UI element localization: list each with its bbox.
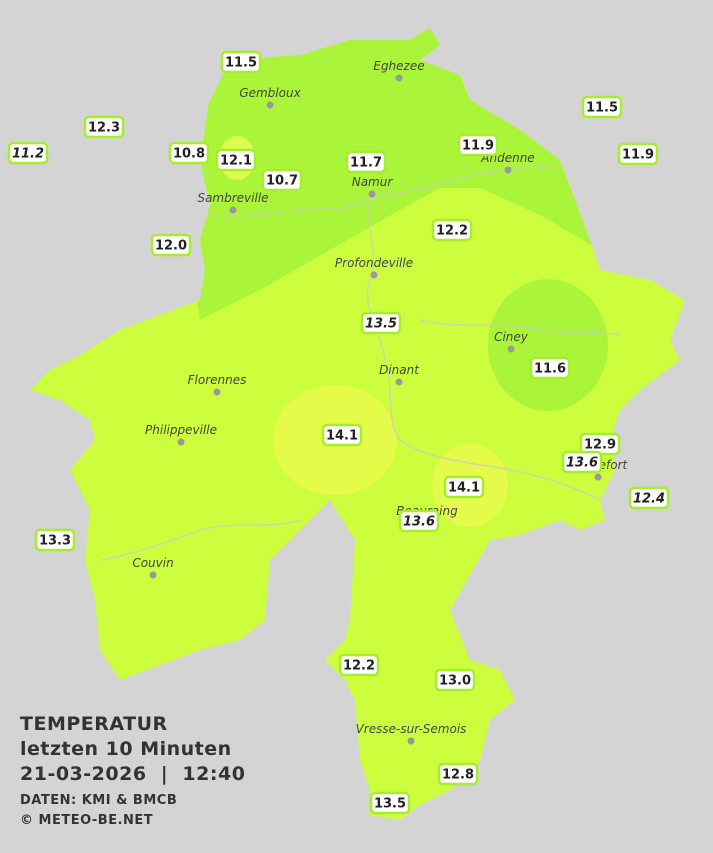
- title: TEMPERATUR: [20, 713, 168, 735]
- station-value: 14.1: [326, 429, 358, 444]
- city-label: Gembloux: [239, 86, 301, 100]
- zone-cool: [488, 279, 608, 411]
- city-label: Profondeville: [335, 256, 413, 270]
- station-value: 11.2: [12, 147, 44, 162]
- river: [99, 519, 301, 561]
- station-box: [561, 450, 603, 474]
- copyright: © METEO-BE.NET: [20, 813, 153, 828]
- station-value: 12.0: [155, 239, 187, 254]
- station-box: [261, 168, 303, 192]
- city-label: Namur: [352, 175, 394, 189]
- source: DATEN: KMI & BMCB: [20, 793, 177, 808]
- city-label: Florennes: [188, 373, 247, 387]
- station-value: 11.9: [622, 148, 654, 163]
- city-dot: [407, 737, 415, 745]
- station-value: 11.9: [462, 139, 494, 154]
- station-box: [443, 475, 485, 499]
- city-dot: [266, 101, 274, 109]
- station-box: [83, 115, 125, 139]
- station-value: 11.7: [350, 156, 382, 171]
- station-box: [369, 791, 411, 815]
- station-value: 12.4: [633, 492, 665, 507]
- station-box: [7, 141, 49, 165]
- city-dot: [370, 271, 378, 279]
- station-value: 13.6: [566, 456, 598, 471]
- city-dot: [213, 388, 221, 396]
- station-value: 13.6: [403, 515, 435, 530]
- station-box: [338, 653, 380, 677]
- station-value: 14.1: [448, 481, 480, 496]
- station-box: [321, 423, 363, 447]
- city-label: Couvin: [132, 556, 173, 570]
- station-box: [457, 133, 499, 157]
- city-dot: [594, 473, 602, 481]
- station-box: [628, 486, 670, 510]
- station-value: 10.8: [173, 147, 205, 162]
- station-box: [150, 233, 192, 257]
- city-label: Dinant: [379, 363, 420, 377]
- timestamp: 21-03-2026 | 12:40: [20, 763, 245, 785]
- station-box: [215, 148, 257, 172]
- subtitle: letzten 10 Minuten: [20, 738, 232, 760]
- station-value: 13.3: [39, 534, 71, 549]
- station-value: 11.5: [586, 101, 618, 116]
- city-dot: [395, 378, 403, 386]
- cities: EghezeeGemblouxAndenneNamurSambrevillePr…: [132, 59, 629, 745]
- city-label: Vresse-sur-Semois: [356, 722, 467, 736]
- station-value: 13.5: [374, 797, 406, 812]
- city-dot: [504, 166, 512, 174]
- station-box: [220, 50, 262, 74]
- station-value: 13.5: [365, 317, 397, 332]
- station-value: 13.0: [439, 674, 471, 689]
- station-box: [431, 218, 473, 242]
- city-label: Ciney: [494, 330, 529, 344]
- station-value: 12.2: [436, 224, 468, 239]
- station-value: 12.3: [88, 121, 120, 136]
- station-box: [529, 356, 571, 380]
- city-dot: [507, 345, 515, 353]
- station-value: 11.5: [225, 56, 257, 71]
- city-dot: [177, 438, 185, 446]
- station-value: 12.1: [220, 154, 252, 169]
- station-value: 12.8: [442, 768, 474, 783]
- river: [419, 319, 621, 336]
- city-label: Sambreville: [197, 191, 268, 205]
- station-box: [398, 509, 440, 533]
- station-box: [360, 311, 402, 335]
- city-label: Eghezee: [373, 59, 424, 73]
- station-box: [617, 142, 659, 166]
- station-value: 10.7: [266, 174, 298, 189]
- station-box: [168, 141, 210, 165]
- city-label: Philippeville: [145, 423, 217, 437]
- city-dot: [149, 571, 157, 579]
- station-box: [434, 668, 476, 692]
- station-box: [581, 95, 623, 119]
- city-dot: [368, 190, 376, 198]
- city-dot: [395, 74, 403, 82]
- zone-cool: [180, 28, 600, 320]
- station-box: [34, 528, 76, 552]
- stations: 11.5 12.3 11.2 10.8 12.1 10.7 11.7 11.9 11.5 11.9…: [7, 50, 670, 815]
- river: [207, 164, 561, 217]
- station-box: [345, 150, 387, 174]
- station-box: [437, 762, 479, 786]
- station-value: 11.6: [534, 362, 566, 377]
- station-value: 12.9: [584, 438, 616, 453]
- station-value: 12.2: [343, 659, 375, 674]
- city-dot: [229, 206, 237, 214]
